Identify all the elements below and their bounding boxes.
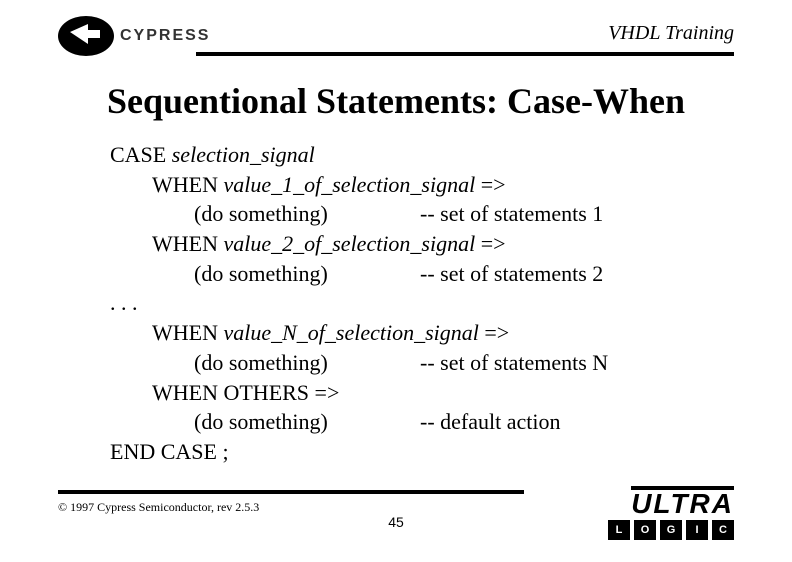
when-line-2: WHEN value_2_of_selection_signal => [110,229,712,259]
logic-boxes: L O G I C [544,520,734,540]
when-others-line: WHEN OTHERS => [110,378,712,408]
do-line-1: (do something)-- set of statements 1 [110,199,712,229]
do-action: (do something) [194,199,420,229]
logic-box-o: O [634,520,656,540]
do-action: (do something) [194,407,420,437]
cypress-logo: CYPRESS [58,16,218,68]
do-comment: -- set of statements 2 [420,259,603,289]
cypress-logo-text: CYPRESS [120,27,210,44]
cypress-logo-icon [58,16,114,56]
page-number: 45 [388,514,404,530]
do-action: (do something) [194,348,420,378]
end-case: END CASE ; [110,437,712,467]
code-block: CASE selection_signal WHEN value_1_of_se… [110,140,712,467]
do-comment: -- set of statements 1 [420,199,603,229]
when-value: value_2_of_selection_signal [223,231,475,256]
logic-box-l: L [608,520,630,540]
when-line-n: WHEN value_N_of_selection_signal => [110,318,712,348]
page-title: Sequentional Statements: Case-When [0,80,792,122]
logic-box-i: I [686,520,708,540]
ultra-logo: ULTRA L O G I C [544,486,734,540]
logic-box-g: G [660,520,682,540]
copyright: © 1997 Cypress Semiconductor, rev 2.5.3 [58,500,259,515]
arrow: => [475,172,505,197]
arrow: => [479,320,509,345]
ellipsis: . . . [110,288,712,318]
when-keyword: WHEN [152,320,223,345]
when-keyword: WHEN [152,231,223,256]
do-comment: -- set of statements N [420,348,608,378]
case-expression: selection_signal [172,142,315,167]
do-line-n: (do something)-- set of statements N [110,348,712,378]
when-value: value_N_of_selection_signal [223,320,478,345]
do-line-2: (do something)-- set of statements 2 [110,259,712,289]
arrow: => [475,231,505,256]
do-comment: -- default action [420,407,561,437]
footer-divider [58,490,524,494]
course-title: VHDL Training [608,22,734,45]
when-keyword: WHEN [152,172,223,197]
header-divider [196,52,734,56]
when-line-1: WHEN value_1_of_selection_signal => [110,170,712,200]
header: CYPRESS VHDL Training [58,22,734,62]
ultra-wordmark: ULTRA [631,486,734,516]
case-keyword: CASE [110,142,172,167]
logic-box-c: C [712,520,734,540]
do-line-default: (do something)-- default action [110,407,712,437]
do-action: (do something) [194,259,420,289]
when-value: value_1_of_selection_signal [223,172,475,197]
case-line: CASE selection_signal [110,140,712,170]
footer: © 1997 Cypress Semiconductor, rev 2.5.3 … [58,496,734,544]
